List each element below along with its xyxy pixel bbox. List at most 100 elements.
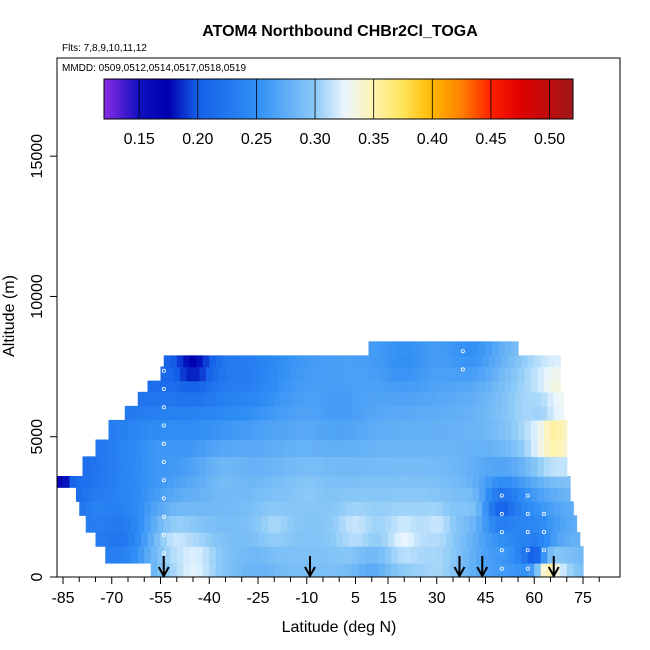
- field-cell: [485, 456, 493, 477]
- field-cell: [485, 380, 493, 393]
- field-cell: [173, 476, 181, 488]
- field-cell: [251, 380, 259, 393]
- field-cell: [345, 546, 353, 564]
- field-cell: [329, 476, 337, 488]
- field-cell: [433, 419, 441, 441]
- field-cell: [462, 355, 470, 368]
- field-cell: [407, 366, 415, 382]
- field-cell: [176, 405, 184, 421]
- field-cell: [332, 391, 340, 407]
- field-cell: [248, 562, 256, 577]
- field-cell: [540, 355, 548, 368]
- field-cell: [391, 562, 399, 577]
- field-cell: [212, 419, 220, 441]
- field-cell: [232, 366, 240, 382]
- field-cell: [235, 405, 243, 421]
- field-cell: [456, 515, 464, 533]
- profile-marker: [460, 349, 465, 354]
- field-cell: [147, 532, 155, 547]
- field-cell: [225, 419, 233, 441]
- field-cell: [326, 391, 334, 407]
- field-cell: [193, 476, 201, 488]
- field-cell: [508, 405, 516, 421]
- field-cell: [209, 501, 217, 516]
- profile-marker: [161, 496, 166, 501]
- field-cell: [193, 366, 201, 382]
- field-cell: [228, 391, 236, 407]
- field-cell: [563, 419, 568, 441]
- field-cell: [524, 439, 532, 457]
- field-cell: [368, 532, 376, 547]
- field-cell: [462, 391, 470, 407]
- field-cell: [102, 476, 110, 488]
- field-cell: [274, 501, 282, 516]
- field-cell: [245, 419, 253, 441]
- field-cell: [407, 487, 415, 502]
- field-cell: [557, 380, 561, 393]
- field-cell: [326, 546, 334, 564]
- field-cell: [108, 456, 116, 477]
- field-cell: [271, 439, 279, 457]
- field-cell: [160, 532, 168, 547]
- field-cell: [108, 532, 116, 547]
- field-cell: [501, 405, 509, 421]
- field-cell: [508, 355, 516, 368]
- field-cell: [527, 562, 535, 577]
- field-cell: [310, 419, 318, 441]
- field-cell: [394, 532, 402, 547]
- field-cell: [508, 391, 516, 407]
- field-cell: [115, 532, 123, 547]
- field-cell: [381, 380, 389, 393]
- field-cell: [414, 366, 422, 382]
- field-cell: [277, 419, 285, 441]
- field-cell: [388, 476, 396, 488]
- field-cell: [358, 391, 366, 407]
- field-cell: [433, 341, 441, 356]
- field-cell: [514, 355, 522, 368]
- field-cell: [501, 501, 509, 516]
- profile-marker: [161, 551, 166, 556]
- field-cell: [241, 391, 249, 407]
- field-cell: [95, 476, 103, 488]
- field-cell: [469, 546, 477, 564]
- field-cell: [505, 419, 513, 441]
- field-cell: [521, 355, 529, 368]
- field-cell: [375, 366, 383, 382]
- field-cell: [202, 515, 210, 533]
- field-cell: [349, 487, 357, 502]
- field-cell: [537, 476, 545, 488]
- field-cell: [248, 405, 256, 421]
- field-cell: [414, 439, 422, 457]
- field-cell: [446, 380, 454, 393]
- field-cell: [154, 456, 162, 477]
- field-cell: [310, 380, 318, 393]
- field-cell: [280, 405, 288, 421]
- field-cell: [319, 562, 327, 577]
- field-cell: [284, 439, 292, 457]
- field-cell: [147, 419, 155, 441]
- field-cell: [251, 456, 259, 477]
- field-cell: [514, 501, 522, 516]
- field-cell: [225, 439, 233, 457]
- field-cell: [570, 532, 578, 547]
- field-cell: [303, 476, 311, 488]
- field-cell: [154, 476, 162, 488]
- field-cell: [534, 355, 542, 368]
- field-cell: [492, 341, 500, 356]
- field-cell: [180, 476, 188, 488]
- field-cell: [323, 366, 331, 382]
- profile-marker: [525, 548, 530, 553]
- field-cell: [277, 487, 285, 502]
- field-cell: [508, 515, 516, 533]
- field-cell: [212, 476, 220, 488]
- field-cell: [245, 439, 253, 457]
- field-cell: [407, 380, 415, 393]
- field-cell: [388, 380, 396, 393]
- field-cell: [261, 515, 269, 533]
- field-cell: [264, 476, 272, 488]
- field-cell: [420, 419, 428, 441]
- field-cell: [456, 391, 464, 407]
- field-cell: [170, 562, 178, 577]
- field-cell: [238, 380, 246, 393]
- field-cell: [241, 562, 249, 577]
